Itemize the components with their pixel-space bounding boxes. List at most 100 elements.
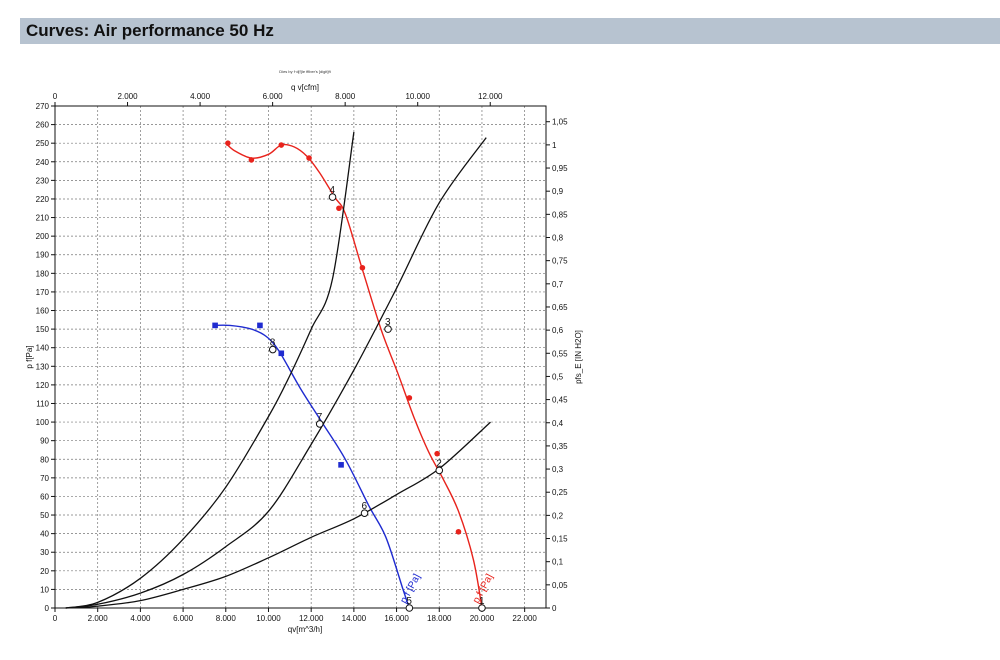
x-tick-label: 12.000: [299, 614, 324, 623]
operating-point-marker: [268, 345, 277, 354]
y-tick-label: 270: [36, 102, 50, 111]
y2-tick-label: 0,35: [552, 442, 568, 451]
y2-axis-label: pfs_E [IN H2O]: [574, 330, 583, 384]
axis-ticks: 0 2.000 4.000 6.000 8.000 10.000 12.000 14.000 1…: [36, 92, 568, 623]
operating-point-marker: [328, 193, 337, 201]
y-tick-label: 130: [36, 362, 50, 371]
operating-point-marker: [435, 466, 444, 475]
y-tick-label: 20: [40, 567, 49, 576]
y2-tick-label: 0,55: [552, 349, 568, 358]
y2-tick-label: 0,9: [552, 187, 564, 196]
operating-point-label: 2: [436, 458, 442, 469]
y2-tick-label: 0,4: [552, 419, 564, 428]
y2-tick-label: 0,5: [552, 372, 564, 381]
x-tick-label: 10.000: [256, 614, 281, 623]
x-tick-label: 14.000: [342, 614, 367, 623]
y-tick-label: 10: [40, 585, 49, 594]
x-tick-label: 2.000: [88, 614, 109, 623]
data-point: [359, 264, 366, 271]
y2-tick-label: 0,05: [552, 581, 568, 590]
x-tick-label: 8.000: [216, 614, 237, 623]
data-point: [278, 350, 285, 357]
x-tick-label: 18.000: [427, 614, 452, 623]
y2-tick-label: 0,15: [552, 535, 568, 544]
y2-tick-label: 0,45: [552, 396, 568, 405]
y-tick-label: 260: [36, 121, 50, 130]
x-tick-label: 0: [53, 614, 58, 623]
y-tick-label: 240: [36, 158, 50, 167]
y2-tick-label: 0,8: [552, 234, 564, 243]
x2-axis-label: q v[cfm]: [291, 83, 319, 92]
grid: [55, 106, 546, 608]
data-point: [434, 450, 440, 457]
plot-frame: [54, 105, 547, 609]
data-point: [455, 528, 462, 535]
y-tick-label: 200: [36, 232, 50, 241]
y2-tick-label: 0,75: [552, 257, 568, 266]
y-tick-label: 110: [36, 399, 49, 408]
y-tick-label: 190: [36, 251, 50, 260]
operating-point-label: 1: [479, 596, 485, 607]
x2-tick-label: 10.000: [405, 92, 430, 101]
x2-tick-label: 2.000: [118, 92, 139, 101]
chart-caption: Dies by f·d[f]Ie ffiber's [digit]ft: [279, 69, 331, 74]
y-tick-label: 80: [40, 455, 49, 464]
y-tick-label: 90: [40, 437, 49, 446]
x-tick-label: 22.000: [512, 614, 537, 623]
operating-point-marker: [360, 509, 369, 517]
data-point: [212, 322, 218, 329]
y-tick-label: 70: [40, 474, 49, 483]
y2-tick-label: 0,2: [552, 511, 564, 520]
data-point: [406, 395, 413, 401]
y2-tick-label: 0: [552, 604, 557, 613]
operating-point-label: 5: [406, 596, 412, 607]
y-tick-label: 140: [36, 344, 50, 353]
y-tick-label: 250: [36, 139, 50, 148]
data-point: [338, 462, 344, 468]
data-point: [257, 322, 263, 329]
operating-point-label: 7: [317, 412, 323, 423]
section-title: Curves: Air performance 50 Hz: [20, 18, 1000, 44]
series: p f [Pa]p f [Pa]: [65, 131, 496, 609]
y2-tick-label: 0,85: [552, 210, 568, 219]
operating-point-marker: [405, 604, 414, 612]
operating-point-marker: [315, 420, 324, 428]
operating-point-label: 4: [330, 185, 336, 196]
x2-tick-label: 12.000: [478, 92, 503, 101]
y2-tick-label: 1: [552, 141, 557, 150]
y-axis-label: p f[Pa]: [25, 345, 34, 368]
operating-point-label: 6: [362, 501, 368, 512]
x-tick-label: 16.000: [384, 614, 409, 623]
y-tick-label: 220: [36, 195, 50, 204]
series-line-3: [65, 131, 355, 609]
y-tick-label: 180: [36, 269, 50, 278]
operating-point-label: 8: [270, 338, 276, 349]
series-line-5: [65, 421, 491, 609]
x-axis-label: qv[m^3/h]: [288, 625, 322, 634]
series-line-1: [225, 142, 483, 609]
x2-tick-label: 0: [53, 92, 58, 101]
x2-tick-label: 4.000: [190, 92, 211, 101]
x2-tick-label: 6.000: [263, 92, 284, 101]
y-tick-label: 100: [36, 418, 50, 427]
data-point: [278, 142, 285, 148]
operating-point-marker: [478, 604, 486, 612]
y-tick-label: 230: [36, 176, 50, 185]
x-tick-label: 20.000: [470, 614, 495, 623]
data-point: [306, 155, 312, 161]
x-tick-label: 6.000: [173, 614, 194, 623]
series-line-4: [65, 137, 487, 609]
data-point: [225, 140, 231, 146]
operating-points: 4 3 2 1 8 7 6 5: [268, 185, 486, 612]
y2-tick-label: 0,95: [552, 164, 568, 173]
y-tick-label: 60: [40, 492, 49, 501]
data-point: [336, 205, 342, 212]
y2-tick-label: 0,6: [552, 326, 564, 335]
data-point: [248, 157, 255, 163]
y-tick-label: 40: [40, 530, 49, 539]
x-tick-label: 4.000: [130, 614, 151, 623]
y-tick-label: 150: [36, 325, 50, 334]
y-tick-label: 120: [36, 381, 50, 390]
operating-point-marker: [384, 325, 392, 333]
y-tick-label: 170: [36, 288, 50, 297]
